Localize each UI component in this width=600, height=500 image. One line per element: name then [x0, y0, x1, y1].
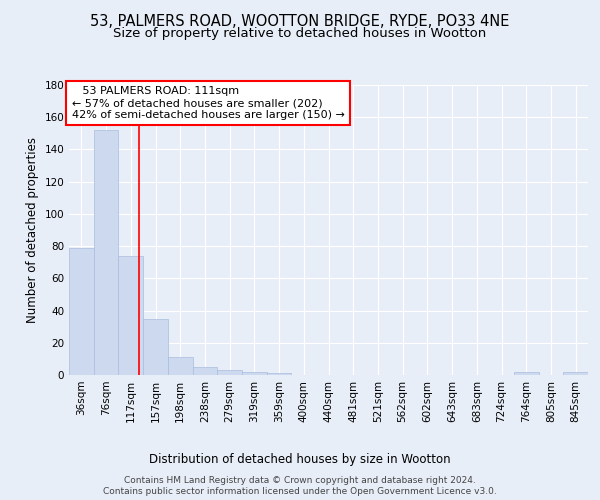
Bar — [242, 372, 267, 375]
Text: Contains public sector information licensed under the Open Government Licence v3: Contains public sector information licen… — [103, 487, 497, 496]
Text: Distribution of detached houses by size in Wootton: Distribution of detached houses by size … — [149, 452, 451, 466]
Bar — [118, 256, 143, 375]
Text: Size of property relative to detached houses in Wootton: Size of property relative to detached ho… — [113, 26, 487, 40]
Bar — [193, 367, 217, 375]
Y-axis label: Number of detached properties: Number of detached properties — [26, 137, 39, 323]
Bar — [563, 372, 588, 375]
Text: 53, PALMERS ROAD, WOOTTON BRIDGE, RYDE, PO33 4NE: 53, PALMERS ROAD, WOOTTON BRIDGE, RYDE, … — [91, 14, 509, 29]
Bar — [69, 248, 94, 375]
Text: Contains HM Land Registry data © Crown copyright and database right 2024.: Contains HM Land Registry data © Crown c… — [124, 476, 476, 485]
Bar — [267, 374, 292, 375]
Bar — [94, 130, 118, 375]
Text: 53 PALMERS ROAD: 111sqm
← 57% of detached houses are smaller (202)
42% of semi-d: 53 PALMERS ROAD: 111sqm ← 57% of detache… — [71, 86, 344, 120]
Bar — [143, 318, 168, 375]
Bar — [217, 370, 242, 375]
Bar — [168, 358, 193, 375]
Bar — [514, 372, 539, 375]
